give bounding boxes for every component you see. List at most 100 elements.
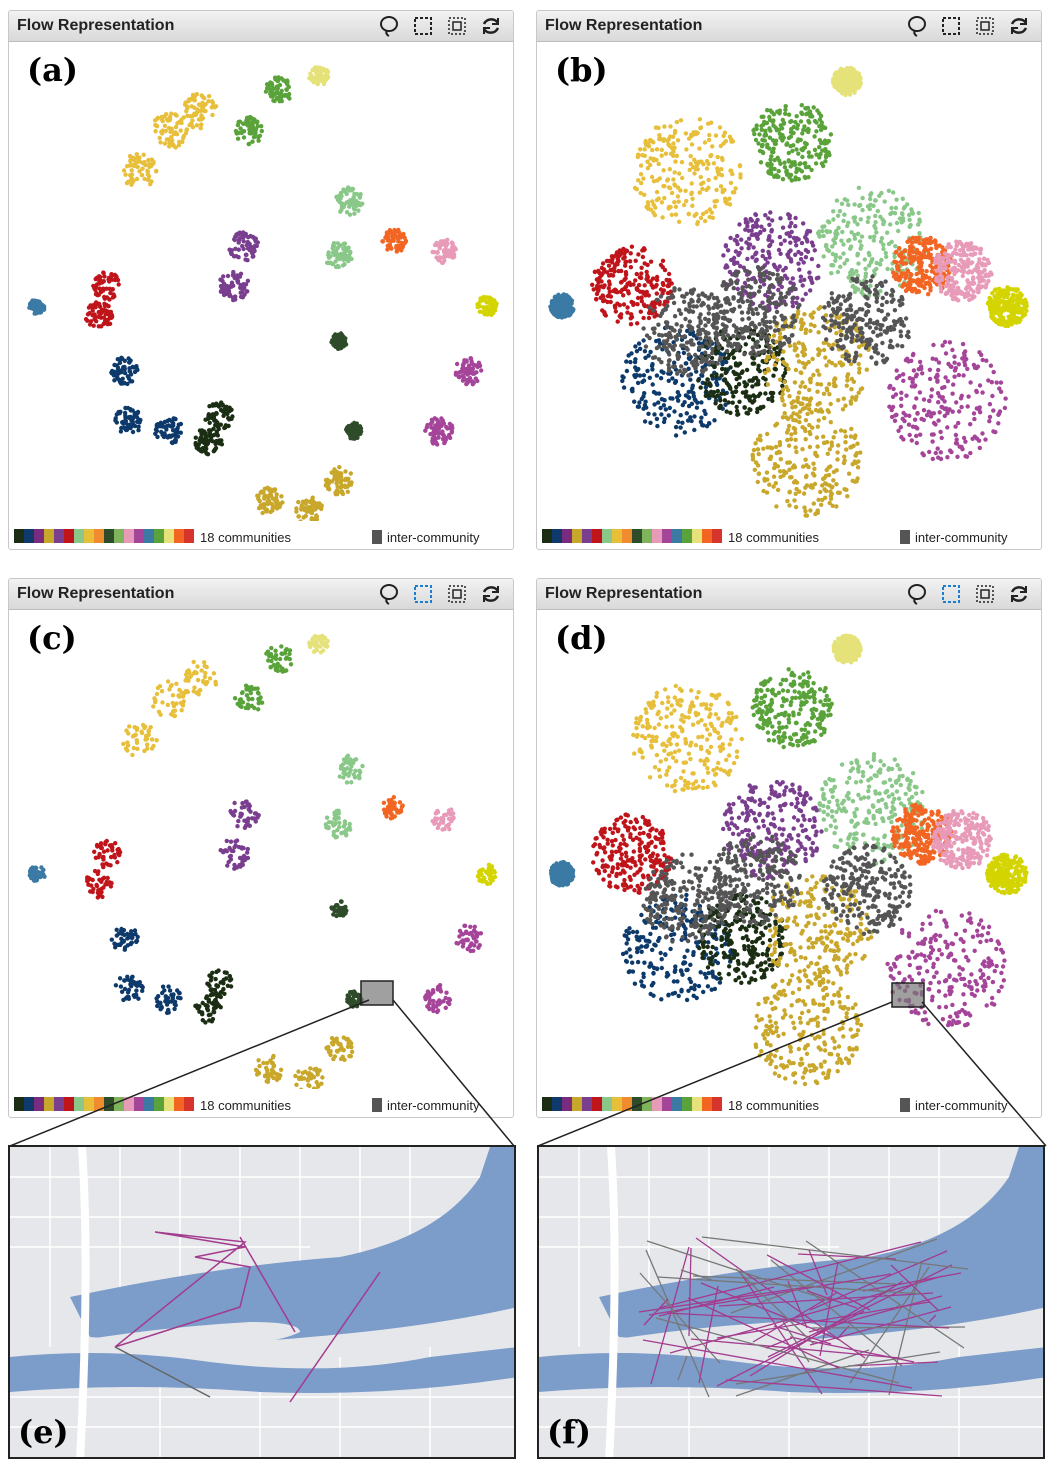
scatter-point xyxy=(128,174,134,179)
rect-select-icon[interactable] xyxy=(409,14,437,38)
scatter-point xyxy=(697,117,703,122)
scatter-point xyxy=(141,152,146,157)
scatter-point xyxy=(698,215,704,221)
scatter-point xyxy=(816,263,821,269)
scatter-point xyxy=(659,147,664,153)
scatter-point xyxy=(780,387,786,392)
scatter-point xyxy=(722,356,727,361)
scatter-point xyxy=(640,379,645,385)
scatter-point xyxy=(663,151,669,156)
scatter-point xyxy=(759,224,764,229)
scatter-point xyxy=(236,247,241,252)
scatter-point xyxy=(795,122,801,128)
scatter-point xyxy=(177,139,182,145)
scatter-point xyxy=(317,505,323,510)
scatter-point xyxy=(713,175,718,181)
box-select-icon[interactable] xyxy=(443,14,471,38)
scatter-point xyxy=(805,411,810,417)
scatter-point xyxy=(625,305,630,310)
scatter-point xyxy=(853,73,859,79)
scatter-point xyxy=(678,413,683,418)
scatter-point xyxy=(828,493,833,499)
scatter-point xyxy=(780,138,785,143)
scatter-point xyxy=(907,224,912,229)
lasso-icon[interactable] xyxy=(903,14,931,38)
scatter-point xyxy=(906,286,912,292)
scatter-point xyxy=(457,374,462,380)
scatter-point xyxy=(160,128,165,133)
scatter-point xyxy=(939,435,944,441)
scatter-point xyxy=(777,335,783,340)
scatter-point xyxy=(780,177,786,182)
scatter-point xyxy=(1005,322,1010,327)
scatter-point xyxy=(335,197,341,203)
scatter-point xyxy=(441,421,447,426)
scatter-point xyxy=(771,355,777,360)
scatter-point xyxy=(998,380,1004,385)
scatter-point xyxy=(305,508,311,513)
scatter-point xyxy=(35,309,41,315)
scatter-point xyxy=(616,258,621,264)
scatter-point xyxy=(708,383,713,388)
scatter-point xyxy=(788,475,793,480)
refresh-icon[interactable] xyxy=(477,14,505,38)
scatter-point xyxy=(800,283,805,288)
scatter-point xyxy=(759,127,764,132)
scatter-point xyxy=(817,234,822,239)
scatter-point xyxy=(806,126,811,132)
scatter-point xyxy=(272,487,278,492)
scatter-point xyxy=(814,129,819,134)
scatter-point xyxy=(888,211,893,217)
scatter-point xyxy=(734,404,739,410)
scatter-point xyxy=(344,425,350,430)
scatter-point xyxy=(259,505,264,510)
scatter-plot[interactable] xyxy=(9,41,514,521)
scatter-point xyxy=(214,401,219,406)
scatter-point xyxy=(793,252,798,257)
scatter-point xyxy=(162,123,168,128)
scatter-point xyxy=(654,373,660,378)
scatter-point xyxy=(706,121,711,126)
scatter-point xyxy=(633,344,638,349)
scatter-point xyxy=(828,132,834,137)
scatter-point xyxy=(700,186,705,192)
scatter-point xyxy=(896,264,901,269)
scatter-point xyxy=(917,231,922,236)
scatter-point xyxy=(788,119,793,125)
panel-title: Flow Representation xyxy=(545,17,703,34)
scatter-point xyxy=(634,271,639,277)
legend-swatch xyxy=(124,528,134,543)
scatter-point xyxy=(604,258,610,264)
box-select-icon[interactable] xyxy=(971,14,999,38)
scatter-point xyxy=(790,276,795,281)
scatter-point xyxy=(803,291,808,297)
scatter-point xyxy=(936,400,941,405)
scatter-point xyxy=(646,315,652,321)
legend-swatch xyxy=(14,528,24,543)
scatter-point xyxy=(164,427,169,432)
scatter-point xyxy=(199,434,204,440)
scatter-point xyxy=(860,195,865,201)
scatter-point xyxy=(850,478,855,483)
scatter-point xyxy=(209,105,214,110)
communities-count: 18 communities xyxy=(200,529,292,545)
scatter-point xyxy=(761,404,766,409)
scatter-plot[interactable] xyxy=(537,41,1042,521)
scatter-point xyxy=(453,246,458,252)
scatter-point xyxy=(1020,314,1025,319)
scatter-point xyxy=(108,309,114,315)
scatter-point xyxy=(731,394,736,399)
lasso-icon[interactable] xyxy=(375,14,403,38)
scatter-point xyxy=(665,138,670,143)
scatter-point xyxy=(654,282,659,288)
scatter-point xyxy=(975,286,981,291)
rect-select-icon[interactable] xyxy=(937,14,965,38)
scatter-point xyxy=(656,400,661,405)
refresh-icon[interactable] xyxy=(1005,14,1033,38)
scatter-point xyxy=(790,303,796,309)
scatter-point xyxy=(722,130,728,135)
scatter-point xyxy=(699,415,704,420)
scatter-point xyxy=(900,218,906,224)
scatter-point xyxy=(692,157,697,162)
scatter-point xyxy=(884,254,889,259)
